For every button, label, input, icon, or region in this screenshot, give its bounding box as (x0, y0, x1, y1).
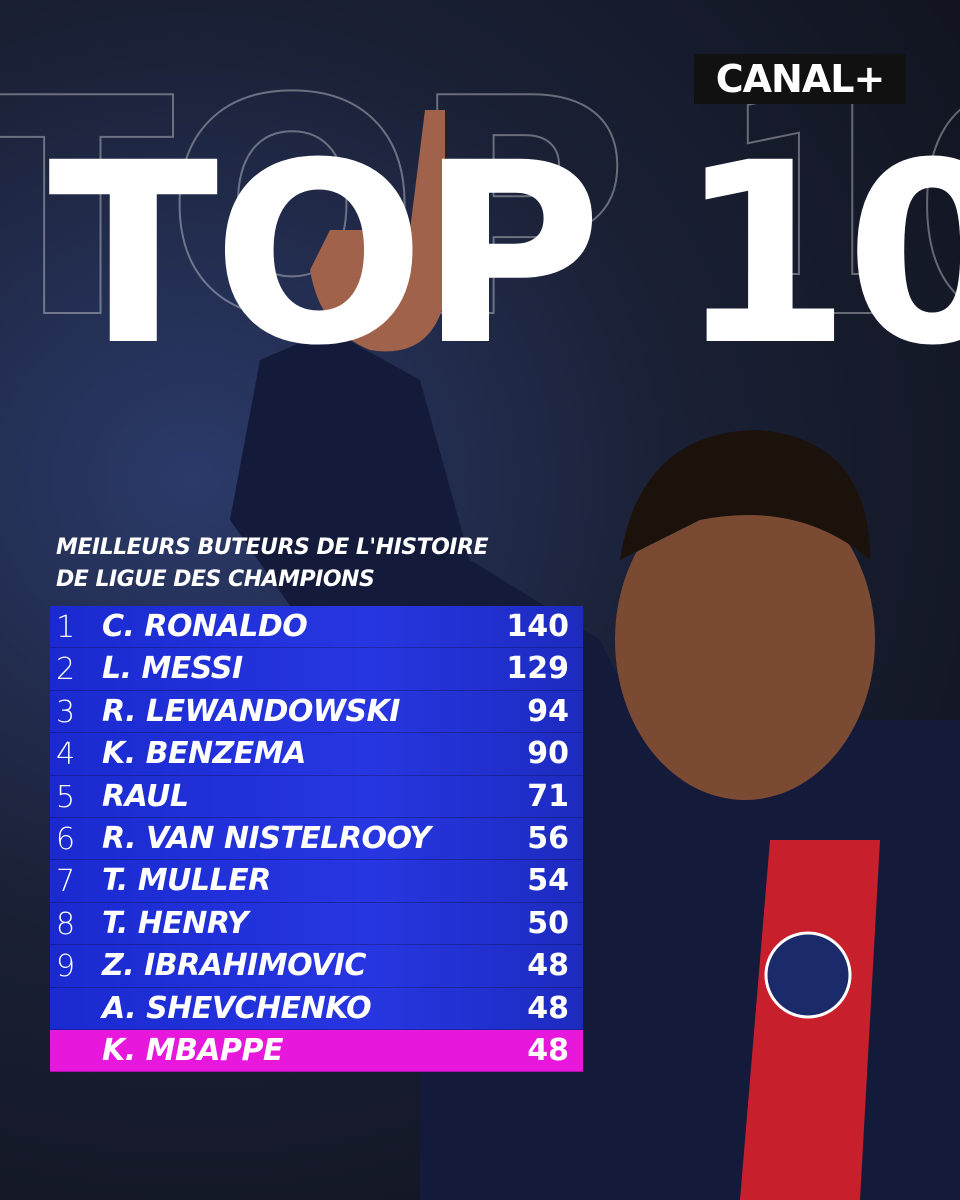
goals: 48 (527, 948, 569, 984)
player-name: C. RONALDO (102, 609, 308, 644)
goals: 71 (527, 778, 569, 814)
table-row: 4 K. BENZEMA 90 (50, 733, 583, 776)
ranking-table: 1 C. RONALDO 140 2 L. MESSI 129 3 R. LEWANDOWSK… (50, 606, 583, 1073)
rank: 5 (56, 779, 76, 815)
player-name: T. HENRY (102, 905, 249, 941)
crest (764, 931, 852, 1019)
rank: 2 (56, 652, 76, 688)
table-row: 7 T. MULLER 54 (50, 860, 583, 903)
goals: 94 (527, 693, 569, 729)
hand (310, 110, 445, 352)
table-row: A. SHEVCHENKO 48 (50, 987, 583, 1030)
subtitle-line: DE LIGUE DES CHAMPIONS (56, 567, 375, 592)
player-name: R. LEWANDOWSKI (102, 693, 400, 729)
goals: 50 (527, 905, 569, 941)
rank: 9 (56, 949, 76, 985)
player-name: T. MULLER (102, 863, 271, 899)
goals: 54 (527, 863, 569, 899)
rank: 1 (56, 610, 76, 645)
jersey-stripe (740, 840, 880, 1200)
player-name: L. MESSI (102, 651, 243, 687)
subtitle: MEILLEURS BUTEURS DE L'HISTOIRE DE LIGUE… (56, 532, 488, 596)
goals: 129 (506, 651, 569, 687)
head (615, 480, 875, 800)
goals: 48 (527, 1032, 569, 1068)
table-row: 3 R. LEWANDOWSKI 94 (50, 690, 583, 734)
subtitle-line: MEILLEURS BUTEURS DE L'HISTOIRE (56, 535, 488, 560)
player-name: RAUL (102, 778, 189, 814)
table-row: 5 RAUL 71 (50, 775, 583, 818)
player-name: K. MBAPPE (102, 1032, 284, 1068)
player-name: K. BENZEMA (102, 736, 306, 772)
headline: TOP 10 (48, 109, 960, 400)
table-row: 2 L. MESSI 129 (50, 648, 583, 691)
rank: 4 (56, 737, 76, 773)
table-row: 8 T. HENRY 50 (50, 902, 583, 946)
goals: 140 (506, 609, 569, 644)
rank: 3 (56, 694, 76, 730)
goals: 48 (527, 990, 569, 1026)
ghost-headline: TOP 10 (0, 35, 960, 384)
table-row: 6 R. VAN NISTELROOY 56 (50, 817, 583, 861)
player-name: Z. IBRAHIMOVIC (102, 948, 366, 984)
rank: 8 (56, 906, 76, 942)
brand-logo: CANAL+ (694, 54, 906, 104)
player-name: R. VAN NISTELROOY (102, 820, 431, 856)
goals: 90 (527, 736, 569, 772)
rank: 6 (56, 821, 76, 857)
hair (620, 430, 870, 560)
player-name: A. SHEVCHENKO (102, 990, 372, 1026)
goals: 56 (527, 820, 569, 856)
table-row: K. MBAPPE 48 (50, 1029, 583, 1073)
table-row: 1 C. RONALDO 140 (50, 606, 583, 649)
rank: 7 (56, 864, 76, 900)
table-row: 9 Z. IBRAHIMOVIC 48 (50, 945, 583, 988)
